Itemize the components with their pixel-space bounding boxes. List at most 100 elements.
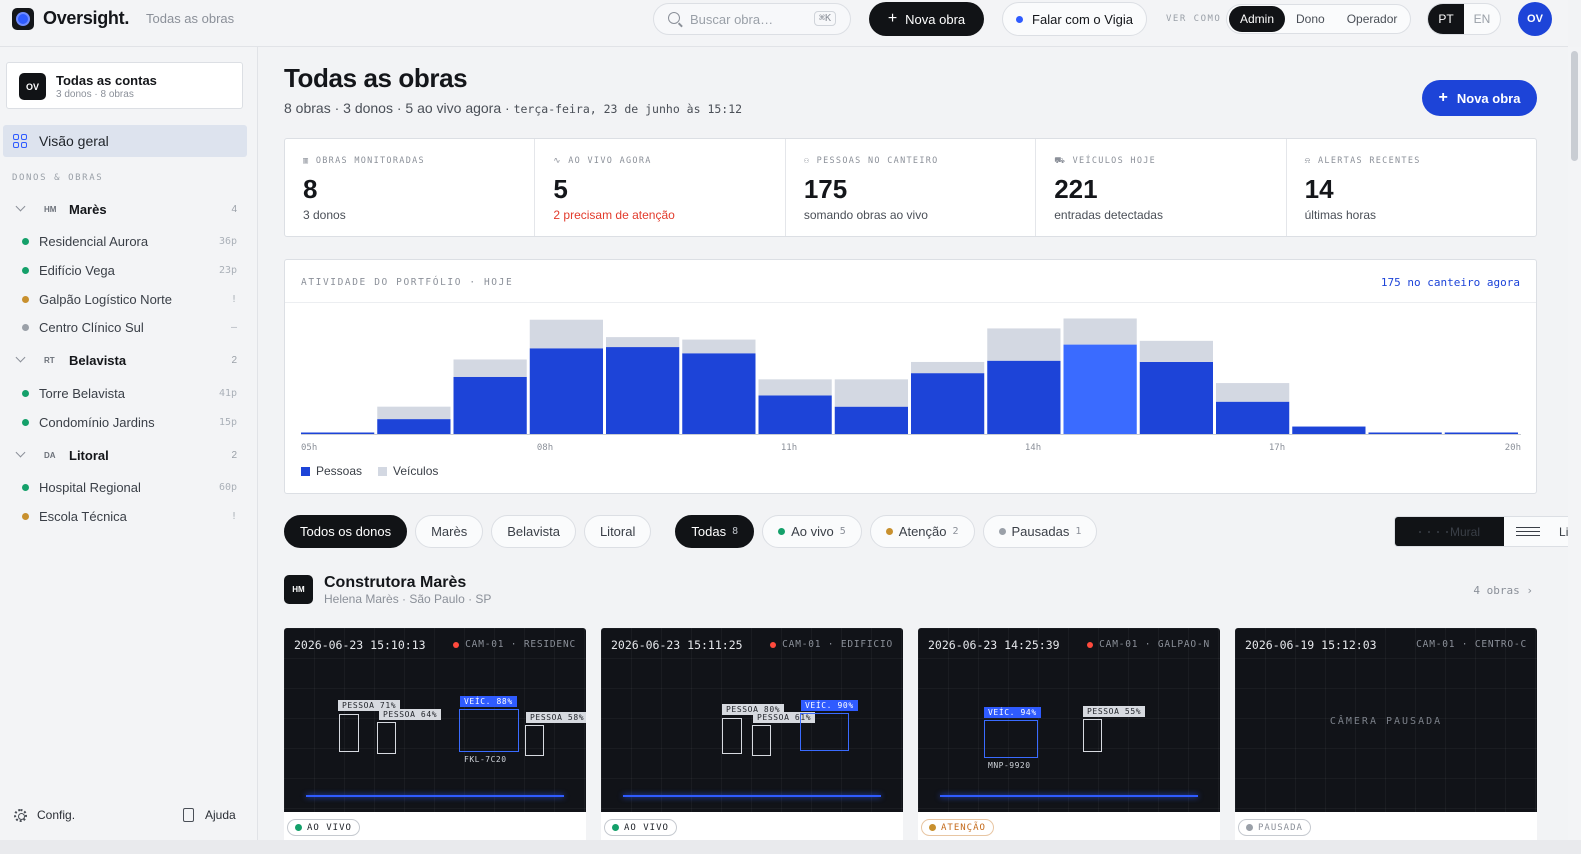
bar-people[interactable] <box>529 348 603 434</box>
camera-card[interactable]: 2026-06-23 15:11:25 CAM-01 · EDIFICIO PE… <box>601 628 903 840</box>
bar-vehicles[interactable] <box>1216 383 1290 402</box>
bar-vehicles[interactable] <box>1139 340 1213 362</box>
chip-label: Marès <box>431 524 468 539</box>
user-avatar[interactable]: OV <box>1518 2 1552 36</box>
chevron-down-icon[interactable] <box>15 447 26 458</box>
help-document-icon[interactable] <box>183 808 194 822</box>
sidebar-site-item[interactable]: Residencial Aurora 36p <box>0 229 258 253</box>
legend-item-people[interactable]: Pessoas <box>301 464 362 478</box>
bar-vehicles[interactable] <box>758 379 832 396</box>
sidebar-group-belavista[interactable]: RT Belavista 2 <box>0 347 258 373</box>
view-mural-button[interactable]: Mural <box>1395 517 1505 546</box>
bar-vehicles[interactable] <box>377 406 451 420</box>
filter-status-live[interactable]: Ao vivo 5 <box>762 515 862 548</box>
chevron-down-icon[interactable] <box>15 352 26 363</box>
status-attention-dot-icon <box>929 824 936 831</box>
sidebar-item-overview[interactable]: Visão geral <box>3 125 247 157</box>
bar-people[interactable] <box>758 395 832 434</box>
lang-pt[interactable]: PT <box>1428 4 1464 34</box>
list-icon <box>1516 527 1541 536</box>
bar-people[interactable] <box>682 353 756 434</box>
kpi-note: entradas detectadas <box>1054 208 1163 222</box>
kpi-card: ⛟ VEÍCULOS HOJE 221 entradas detectadas <box>1036 139 1287 236</box>
horizontal-scrollbar[interactable] <box>0 840 1581 854</box>
filter-owner-belavista[interactable]: Belavista <box>491 515 576 548</box>
bar-people[interactable] <box>911 373 985 434</box>
bar-people[interactable] <box>377 419 451 434</box>
bar-vehicles[interactable] <box>606 337 680 348</box>
kpi-label: ⚇ PESSOAS NO CANTEIRO <box>804 156 939 166</box>
site-count: ! <box>230 510 237 522</box>
sidebar-site-item[interactable]: Escola Técnica ! <box>0 504 258 528</box>
bar-people[interactable] <box>1063 344 1137 434</box>
detection-box <box>752 725 771 756</box>
bar-people[interactable] <box>987 360 1061 434</box>
bar-vehicles[interactable] <box>987 328 1061 361</box>
plus-icon: + <box>1438 89 1448 106</box>
sidebar-site-item[interactable]: Condomínio Jardins 15p <box>0 410 258 434</box>
talk-to-vigia-button[interactable]: Falar com o Vigia <box>1002 2 1147 36</box>
bar-people[interactable] <box>1139 361 1213 434</box>
vertical-scrollbar[interactable] <box>1568 47 1581 840</box>
sidebar-site-item[interactable]: Hospital Regional 60p <box>0 475 258 499</box>
settings-link[interactable]: Config. <box>37 808 76 822</box>
filter-owner-all[interactable]: Todos os donos <box>284 515 408 548</box>
bar-people[interactable] <box>301 432 375 435</box>
bar-vehicles[interactable] <box>911 361 985 374</box>
owner-name[interactable]: Construtora Marès <box>324 574 467 591</box>
account-selector[interactable]: OV Todas as contas 3 donos · 8 obras <box>6 62 243 109</box>
bar-vehicles[interactable] <box>1063 318 1137 345</box>
bar-people[interactable] <box>1368 432 1442 435</box>
camera-id: CAM-01 · CENTRO-C <box>1416 639 1527 650</box>
oversight-logo-icon[interactable] <box>12 8 34 30</box>
camera-id: CAM-01 · EDIFICIO <box>770 639 893 650</box>
camera-card[interactable]: 2026-06-19 15:12:03 CAM-01 · CENTRO-C CÂ… <box>1235 628 1537 840</box>
sidebar-site-item[interactable]: Galpão Logístico Norte ! <box>0 287 258 311</box>
status-paused-dot-icon <box>1246 824 1253 831</box>
gear-icon[interactable] <box>14 809 27 822</box>
filter-status-paused[interactable]: Pausadas 1 <box>982 515 1098 548</box>
sidebar-item-overview-label: Visão geral <box>39 133 109 149</box>
filter-owner-mares[interactable]: Marès <box>415 515 484 548</box>
sidebar-group-litoral[interactable]: DA Litoral 2 <box>0 442 258 468</box>
brand-name[interactable]: Oversight. <box>43 8 130 28</box>
owner-sites-link[interactable]: 4 obras › <box>1473 584 1533 597</box>
role-dono[interactable]: Dono <box>1296 12 1325 26</box>
bar-people[interactable] <box>1444 432 1518 435</box>
site-name: Torre Belavista <box>39 385 125 401</box>
role-operador[interactable]: Operador <box>1346 12 1398 26</box>
filter-owner-litoral[interactable]: Litoral <box>583 515 652 548</box>
bar-people[interactable] <box>1292 426 1366 434</box>
site-name: Edifício Vega <box>39 262 115 278</box>
recording-dot-icon <box>453 641 460 648</box>
bar-vehicles[interactable] <box>529 319 603 349</box>
sidebar-site-item[interactable]: Edifício Vega 23p <box>0 258 258 282</box>
bar-vehicles[interactable] <box>453 359 527 377</box>
status-live-dot-icon <box>22 267 29 274</box>
new-site-button[interactable]: + Nova obra <box>1422 80 1537 116</box>
legend-item-vehicles[interactable]: Veículos <box>378 464 438 478</box>
bar-vehicles[interactable] <box>834 379 908 407</box>
help-link[interactable]: Ajuda <box>205 808 236 822</box>
new-site-topbar-button[interactable]: + Nova obra <box>869 2 984 36</box>
filter-bar: Todos os donos Marès Belavista Litoral T… <box>284 515 1098 548</box>
filter-status-attention[interactable]: Atenção 2 <box>869 515 975 548</box>
camera-card[interactable]: 2026-06-23 14:25:39 CAM-01 · GALPAO-N VE… <box>918 628 1220 840</box>
language-switcher: PT EN <box>1427 3 1501 35</box>
sidebar-site-item[interactable]: Centro Clínico Sul – <box>0 315 258 339</box>
search-input[interactable]: Buscar obra… ⌘K <box>653 3 851 35</box>
sidebar-site-item[interactable]: Torre Belavista 41p <box>0 381 258 405</box>
chart-live-annotation[interactable]: 175 no canteiro agora <box>1380 276 1520 289</box>
bar-people[interactable] <box>834 406 908 434</box>
chevron-down-icon[interactable] <box>15 201 26 212</box>
vigia-label: Falar com o Vigia <box>1032 11 1133 27</box>
bar-vehicles[interactable] <box>682 339 756 354</box>
sidebar-group-mares[interactable]: HM Marès 4 <box>0 196 258 222</box>
camera-card[interactable]: 2026-06-23 15:10:13 CAM-01 · RESIDENC PE… <box>284 628 586 840</box>
role-admin[interactable]: Admin <box>1229 6 1286 32</box>
filter-status-all[interactable]: Todas 8 <box>675 515 755 548</box>
bar-people[interactable] <box>453 376 527 434</box>
lang-en[interactable]: EN <box>1473 12 1491 26</box>
bar-people[interactable] <box>1216 401 1290 434</box>
bar-people[interactable] <box>606 347 680 434</box>
